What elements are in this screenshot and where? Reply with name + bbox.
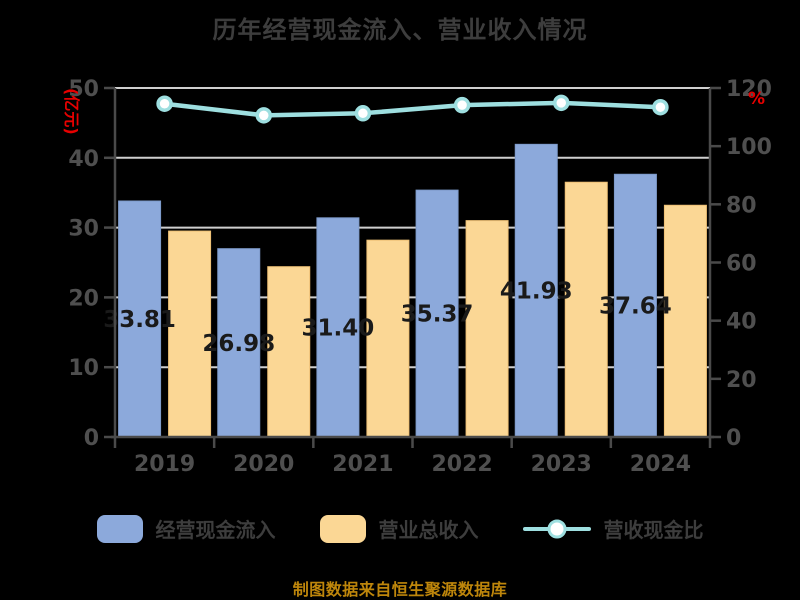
right-tick-label: 120 [726,77,772,102]
right-tick-label: 20 [726,368,757,393]
legend-item-ratio: 营收现金比 [522,514,704,543]
x-category-label: 2020 [233,452,294,477]
ratio-marker [255,107,272,124]
cash-bar [217,248,261,438]
bar-value-label: 35.37 [401,302,474,328]
left-axis-title: (亿元) [62,88,81,135]
cash-bar [118,200,162,438]
legend-label-ratio: 营收现金比 [603,518,704,542]
bar-value-label: 37.64 [599,294,672,320]
legend-line-sample [522,519,591,538]
ratio-marker [553,94,570,112]
footer-note: 制图数据来自恒生聚源数据库 [292,580,508,599]
x-category-label: 2021 [332,452,393,477]
right-axis-title: % [748,89,765,109]
revenue-bar [465,220,509,438]
revenue-bar [564,181,608,438]
cash-bar [316,217,360,438]
ratio-line [162,100,663,118]
revenue-bar [168,230,212,438]
cash-bar [514,143,558,438]
legend-label-revenue: 营业总收入 [378,518,479,542]
legend: 经营现金流入 营业总收入 营收现金比 [0,514,800,543]
legend-label-cash: 经营现金流入 [155,518,276,542]
bar-value-label: 26.98 [202,331,275,357]
x-category-label: 2023 [531,452,592,477]
right-tick-label: 40 [726,310,757,335]
revenue-bar [267,266,311,438]
ratio-marker [652,98,669,116]
ratio-marker [156,95,173,112]
right-tick-label: 80 [726,193,757,218]
right-tick-label: 100 [726,135,772,160]
legend-item-cash: 经营现金流入 [96,514,276,543]
left-tick-label: 30 [68,217,99,242]
legend-swatch-cash [96,514,143,543]
x-category-label: 2019 [134,452,195,477]
ratio-marker [354,105,372,122]
left-tick-label: 50 [68,77,99,102]
left-tick-label: 0 [84,426,99,451]
bar-value-label: 31.40 [302,315,375,341]
cash-bar [613,173,657,438]
left-tick-label: 20 [68,286,99,311]
revenue-bar [663,204,707,438]
x-category-label: 2024 [630,452,691,477]
legend-line-marker-icon [547,519,566,538]
cash-bar [415,189,459,438]
bar-value-label: 41.93 [500,279,573,305]
right-tick-label: 60 [726,252,757,277]
x-category-label: 2022 [431,452,492,477]
chart-title: 历年经营现金流入、营业收入情况 [212,16,588,44]
left-tick-label: 40 [68,147,99,172]
left-tick-label: 10 [68,356,99,381]
legend-item-revenue: 营业总收入 [319,514,479,543]
right-tick-label: 0 [726,426,741,451]
ratio-marker [453,96,471,114]
legend-swatch-revenue [319,514,366,543]
